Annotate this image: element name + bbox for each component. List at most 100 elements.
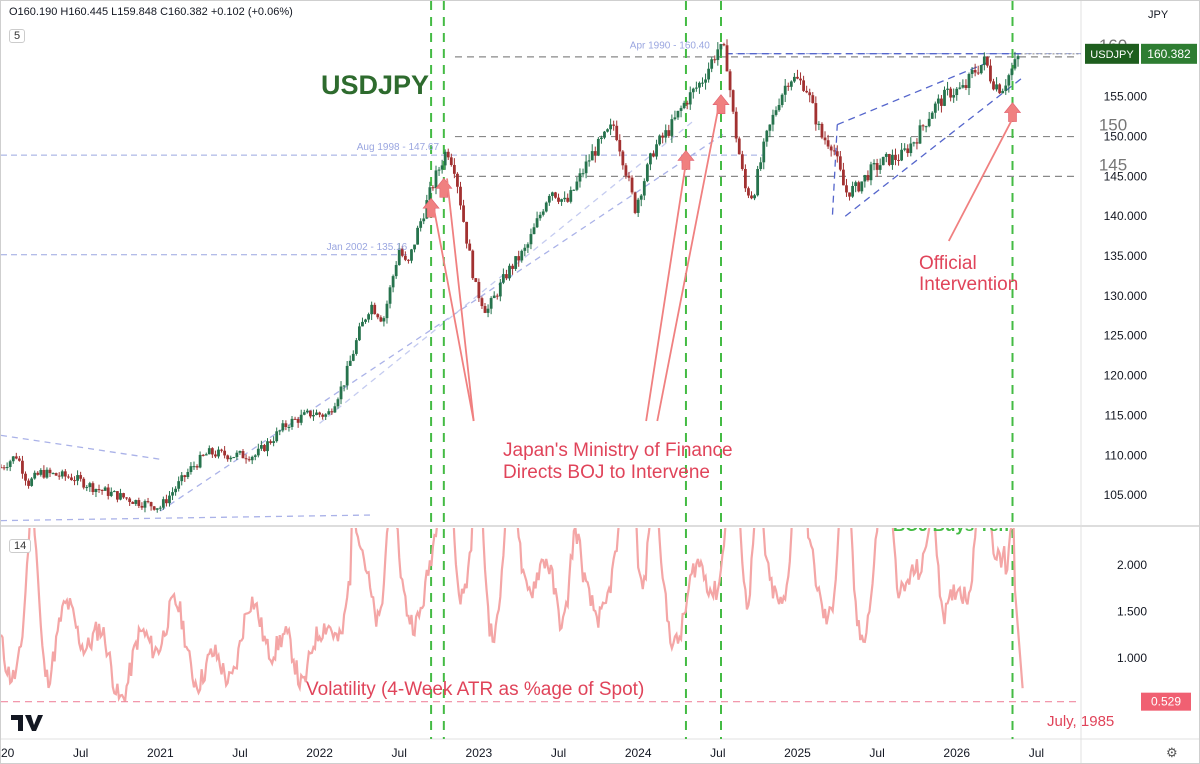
candle-body — [731, 90, 735, 112]
candle-body — [848, 192, 851, 197]
candle-body — [361, 321, 364, 327]
candle-body — [740, 154, 744, 169]
candle-body — [394, 265, 398, 277]
candle-body — [416, 227, 420, 245]
candle-body — [434, 170, 438, 189]
candle-body — [590, 151, 594, 161]
candle-body — [290, 418, 294, 427]
candle-body — [560, 199, 563, 202]
candle-body — [391, 276, 395, 288]
candle-body — [428, 187, 432, 201]
candle-body — [437, 169, 441, 171]
candle-body — [866, 175, 870, 181]
historic-level-label: Apr 1990 - 160.40 — [630, 41, 710, 52]
round-level-label: 150 — [1099, 116, 1127, 135]
candle-body — [483, 306, 487, 313]
candle-body — [612, 124, 616, 126]
candle-body — [214, 454, 217, 457]
candle-body — [799, 78, 802, 81]
candle-body — [633, 192, 637, 213]
candle-body — [869, 164, 873, 181]
candle-body — [673, 117, 677, 120]
candle-body — [946, 88, 949, 90]
time-axis-tick: Jul — [710, 746, 725, 760]
price-axis-tick: 155.000 — [1104, 90, 1148, 104]
candle-body — [296, 419, 300, 423]
candle-body — [195, 466, 199, 468]
candle-body — [5, 467, 9, 469]
candle-body — [419, 221, 423, 228]
candle-body — [134, 500, 138, 504]
candle-body — [655, 144, 658, 157]
candle-body — [652, 153, 655, 157]
candle-body — [722, 44, 726, 46]
price-axis-tick: 125.000 — [1104, 329, 1148, 343]
candle-body — [581, 173, 585, 175]
candle-body — [615, 125, 619, 141]
candle-body — [66, 476, 70, 478]
candle-body — [529, 234, 533, 245]
candle-body — [884, 153, 888, 157]
candle-body — [321, 414, 325, 417]
settings-gear-icon[interactable]: ⚙ — [1166, 745, 1178, 760]
candle-body — [302, 412, 306, 415]
price-axis-tick: 140.000 — [1104, 209, 1148, 223]
candle-body — [330, 411, 334, 413]
candle-body — [131, 502, 135, 504]
candle-body — [514, 256, 518, 269]
candle-body — [759, 162, 763, 169]
candle-body — [14, 456, 18, 459]
candle-body — [293, 418, 297, 420]
volatility-pane-setting[interactable]: 14 — [9, 539, 32, 553]
candle-body — [541, 211, 545, 215]
candle-body — [180, 475, 184, 482]
candle-body — [814, 103, 818, 125]
candle-body — [891, 154, 894, 165]
candle-body — [906, 148, 910, 154]
candle-body — [385, 303, 389, 319]
candle-body — [900, 149, 904, 161]
trend-line — [1, 434, 161, 460]
candle-body — [973, 70, 977, 73]
candle-body — [584, 161, 588, 174]
candle-body — [152, 506, 156, 510]
candle-body — [94, 489, 98, 493]
candle-body — [220, 449, 223, 451]
candle-body — [400, 248, 404, 256]
mof-annotation: Directs BOJ to Intervene — [503, 462, 710, 483]
candle-body — [27, 480, 30, 486]
time-axis-tick: 2023 — [466, 746, 493, 760]
candle-body — [397, 248, 401, 266]
candle-body — [918, 125, 922, 144]
candle-body — [835, 151, 839, 157]
candle-body — [492, 295, 496, 299]
candle-body — [17, 458, 21, 461]
candle-body — [119, 493, 122, 500]
candle-body — [109, 491, 113, 496]
candle-body — [30, 478, 34, 486]
candle-body — [443, 151, 447, 166]
candle-body — [382, 318, 386, 322]
candle-body — [955, 88, 959, 96]
candle-body — [477, 281, 481, 299]
candle-body — [1010, 68, 1014, 76]
candle-body — [982, 56, 986, 66]
currency-label: JPY — [1148, 9, 1169, 21]
candle-body — [682, 102, 686, 109]
candle-body — [284, 423, 288, 428]
trend-line — [837, 60, 993, 126]
candle-body — [716, 49, 720, 61]
candle-body — [327, 411, 331, 415]
price-axis-tick: 150.000 — [1104, 130, 1148, 144]
candle-body — [440, 165, 444, 170]
candle-body — [863, 175, 867, 182]
candle-body — [235, 452, 239, 458]
candle-body — [734, 111, 738, 139]
candle-body — [287, 426, 291, 428]
candle-body — [992, 81, 995, 90]
candle-body — [753, 195, 756, 199]
candle-body — [593, 151, 597, 156]
candle-body — [1, 467, 3, 469]
price-pane-setting[interactable]: 5 — [9, 29, 26, 43]
intervention-arrow-icon — [712, 94, 730, 114]
